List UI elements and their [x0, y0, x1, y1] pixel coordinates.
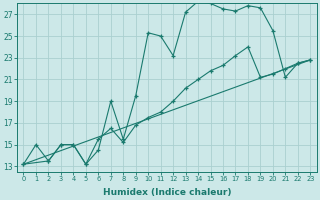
X-axis label: Humidex (Indice chaleur): Humidex (Indice chaleur) — [103, 188, 231, 197]
